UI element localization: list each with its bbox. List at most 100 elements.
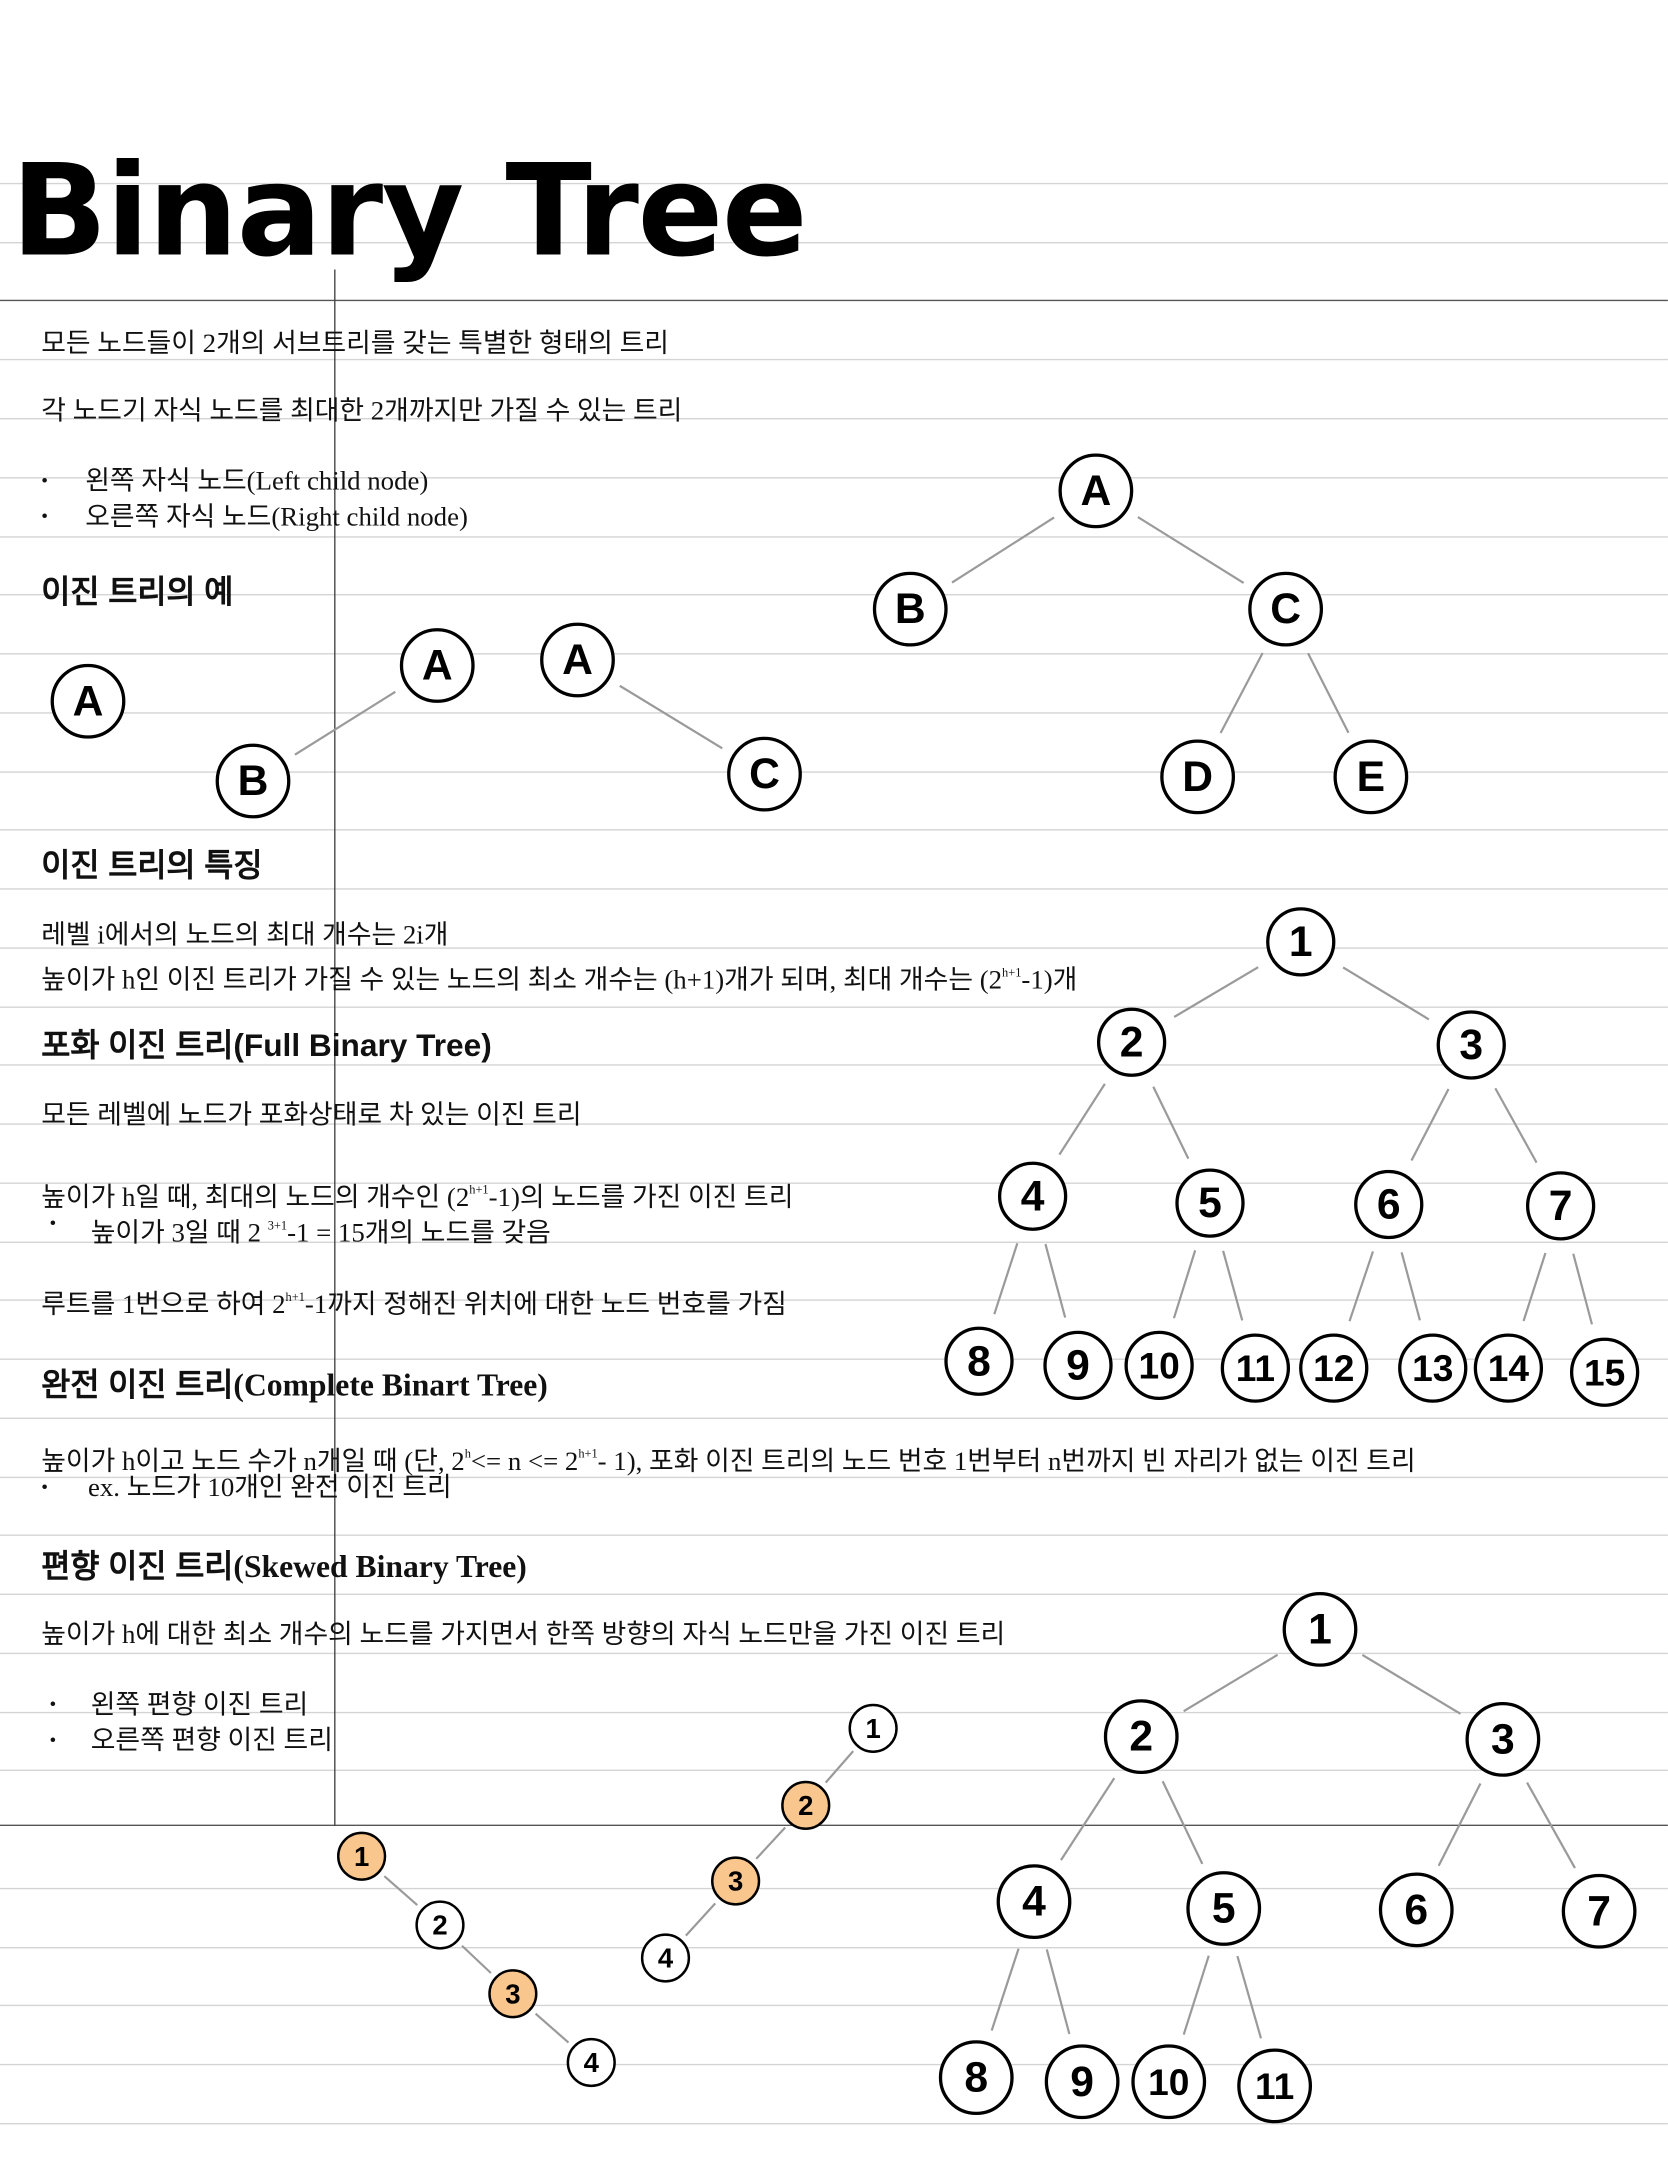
tree-node: 2 [781,1780,831,1830]
tree-node: 8 [938,2040,1014,2116]
tree-edge [1137,516,1245,584]
tree-edge [990,1948,1020,2031]
tree-node: C [727,736,802,812]
feature-2: 높이가 h인 이진 트리가 가질 수 있는 노드의 최소 개수는 (h+1)개가… [41,956,1077,999]
tree-edge [824,1750,855,1784]
node-label: 10 [1148,2061,1189,2103]
ruled-line [0,241,1668,244]
node-label: 9 [1066,1341,1090,1389]
node-label: 4 [1021,1172,1045,1220]
ruled-line [0,1064,1668,1066]
complete-binary-tree: 1 2 3 4 5 6 7 8 9 10 11 [938,1591,1637,2124]
superscript: h+1 [469,1182,489,1197]
node-circle [996,1864,1072,1940]
tree-node: 5 [1175,1168,1245,1238]
node-circle [1354,1169,1424,1240]
text-segment: 높이가 h인 이진 트리가 가질 수 있는 노드의 최소 개수는 (h+1)개가… [41,966,1003,996]
node-label: D [1182,753,1213,801]
ruled-line [0,182,1668,185]
feature-1: 레벨 i에서의 노드의 최대 개수는 2i개 [41,921,449,951]
tree-edge [1361,1653,1462,1715]
tree-node: 13 [1398,1333,1468,1403]
heading-en: (Complete Binart Tree) [233,1368,548,1403]
node-label: 15 [1584,1351,1625,1393]
node-circle [1131,2044,1207,2120]
node-label: 2 [798,1790,813,1821]
tree-edge [1058,1083,1106,1156]
node-circle [1333,739,1409,815]
tree-node: 1 [1282,1591,1358,1667]
node-label: 1 [1289,918,1313,966]
heading-skewed-binary-tree: 편향 이진 트리(Skewed Binary Tree) [41,1547,527,1587]
node-circle [1175,1168,1245,1238]
node-label: 11 [1236,1347,1275,1389]
ruled-line [0,1593,1668,1595]
ruled-line [0,2005,1668,2007]
ruled-line [0,1711,1668,1713]
bullet-dot: • [41,507,48,528]
text-segment: -1)개 [1021,966,1078,996]
text-segment: 높이가 h이고 노드 수가 n개일 때 (단, 2 [41,1447,465,1477]
full-3: 루트를 1번으로 하여 2h+1-1까지 정해진 위치에 대한 노드 번호를 가… [41,1280,787,1323]
text-segment: 높이가 3일 때 2 [90,1219,268,1249]
heading-ko: 완전 이진 트리 [41,1366,234,1403]
skewed-bullet-left: 왼쪽 편향 이진 트리 [90,1691,309,1721]
complete-1: 높이가 h이고 노드 수가 n개일 때 (단, 2h<= n <= 2h+1- … [41,1437,1415,1480]
tree-node: A [399,628,475,703]
node-label: 3 [1459,1021,1483,1069]
ruled-line [0,2122,1668,2125]
ruled-line [0,711,1668,714]
tree-edge [1342,966,1430,1021]
tree-node: 10 [1124,1330,1194,1401]
text-segment: 높이가 h일 때, 최대의 노드의 개수인 (2 [41,1183,470,1213]
bullet-dot: • [41,471,48,493]
tree-edge [383,1875,418,1906]
node-circle [1436,1010,1506,1080]
tree-node: A [540,622,615,698]
tree-edge [1572,1253,1594,1325]
node-label: B [238,757,269,805]
node-circle [781,1780,831,1830]
ruled-line [0,770,1668,773]
node-circle [566,2037,616,2088]
ruled-line [0,359,1668,361]
text-segment: -1)의 노드를 가진 이진 트리 [488,1183,794,1213]
superscript: h [464,1446,471,1461]
node-circle [1465,1701,1541,1777]
node-circle [1044,2044,1120,2120]
bullet-right-child: 오른쪽 자식 노드(Right child node) [85,503,468,533]
example-single: A [50,663,126,739]
tree-edge [534,2012,570,2044]
node-label: 4 [658,1943,674,1974]
ruled-line [0,1769,1668,1772]
node-circle [727,736,802,812]
tree-edge [1173,966,1259,1018]
tree-node: 2 [1096,1007,1167,1077]
node-circle [1220,1333,1291,1403]
tree-node: 1 [848,1703,898,1753]
ruled-line [0,476,1668,479]
node-label: C [1270,585,1301,633]
tree-edge [1044,1243,1067,1318]
tree-node: 4 [997,1161,1068,1231]
node-circle [1398,1333,1468,1403]
tree-node: A [50,663,126,739]
tree-node: 7 [1525,1171,1596,1241]
node-circle [1266,907,1336,977]
example-right-child: AC [540,622,802,812]
page-title: Binary Tree [11,137,808,285]
node-circle [872,571,948,647]
skewed-1: 높이가 h에 대한 최소 개수의 노드를 가지면서 한쪽 방향의 자식 노드만을… [41,1621,1006,1650]
bullet-dot: • [41,1478,48,1499]
left-skewed-tree: 1 2 3 4 [337,1831,616,2088]
ruled-line [0,2063,1668,2066]
tree-node: A [1058,453,1134,529]
skewed-bullet-right: 오른쪽 편향 이진 트리 [90,1727,333,1756]
tree-edge [619,684,723,750]
node-label: 4 [584,2047,600,2078]
ruled-line [0,1652,1668,1654]
tree-node: 12 [1299,1333,1369,1403]
node-label: 3 [1491,1715,1515,1763]
node-circle [1378,1872,1454,1948]
